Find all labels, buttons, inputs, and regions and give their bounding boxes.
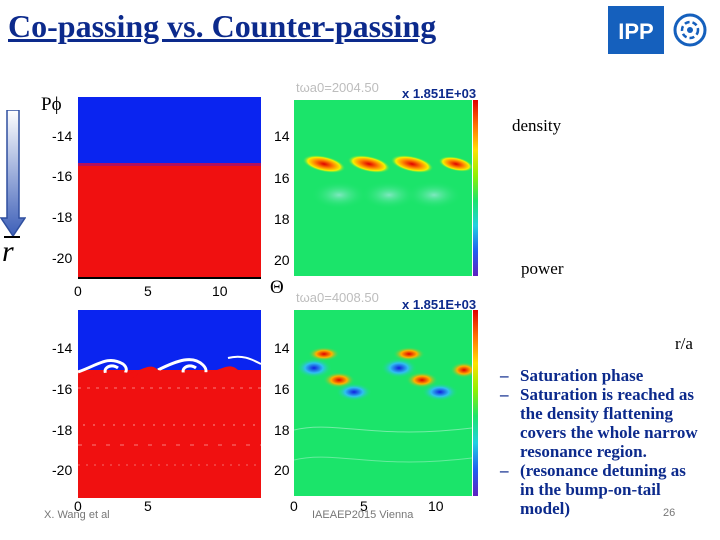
ipp-logo: IPP: [608, 6, 707, 54]
left-bottom-ytick: -14: [52, 340, 73, 356]
density-label: density: [512, 116, 562, 135]
right-bottom-ytick: 20: [274, 462, 290, 478]
scale-label-bottom: x 1.851E+03: [402, 297, 477, 312]
footer-author: X. Wang et al: [44, 509, 110, 521]
top-right-plot: [294, 100, 472, 276]
right-xtick: 5: [360, 498, 368, 514]
bullet-item: – (resonance detuning as in the bump-on-t…: [500, 461, 686, 518]
right-xtick: 0: [290, 498, 298, 514]
radial-arrow-icon: [0, 110, 26, 238]
left-top-ytick: -16: [52, 168, 73, 184]
p-phi-label: Pϕ: [41, 94, 62, 115]
left-xtick: 5: [144, 283, 152, 299]
left-top-ytick: -18: [52, 209, 73, 225]
left-top-ytick: -14: [52, 128, 73, 144]
colorbar-bottom: [473, 310, 478, 496]
right-top-ytick: 14: [274, 128, 290, 144]
bullet-list: – Saturation phase – Saturation is reached…: [498, 366, 718, 518]
right-bottom-ytick: 16: [274, 381, 290, 397]
bottom-left-plot: [78, 310, 261, 498]
left-bottom-ytick: -16: [52, 381, 73, 397]
colorbar-top: [473, 100, 478, 276]
r-vector-label: r: [2, 236, 22, 267]
right-xtick: 10: [428, 498, 444, 514]
right-top-ytick: 16: [274, 170, 290, 186]
power-label: power: [521, 259, 564, 278]
time-label-bottom: tωa0=4008.50: [296, 290, 379, 305]
footer-conference: IAEAEP2015 Vienna: [312, 509, 414, 521]
left-bottom-ytick: -18: [52, 422, 73, 438]
footer-page-number: 26: [663, 507, 676, 519]
right-top-ytick: 20: [274, 252, 290, 268]
left-top-ytick: -20: [52, 250, 73, 266]
top-left-plot: [78, 97, 261, 277]
right-bottom-ytick: 18: [274, 422, 290, 438]
left-xtick: 5: [144, 498, 152, 514]
left-xtick: 0: [74, 498, 82, 514]
bullet-item: – Saturation phase: [500, 366, 644, 385]
left-xtick: 10: [212, 283, 228, 299]
left-bottom-ytick: -20: [52, 462, 73, 478]
right-bottom-ytick: 14: [274, 340, 290, 356]
bottom-right-plot: [294, 310, 472, 496]
left-xtick: 0: [74, 283, 82, 299]
slide-title: Co-passing vs. Counter-passing: [8, 8, 437, 44]
bullet-item: – Saturation is reached as the density fl…: [500, 385, 698, 461]
scale-label-top: x 1.851E+03: [402, 86, 477, 101]
r-over-a-label: r/a: [675, 334, 693, 353]
time-label-top: tωa0=2004.50: [296, 80, 379, 95]
svg-text:IPP: IPP: [618, 19, 653, 44]
theta-label: Θ: [270, 277, 284, 298]
right-top-ytick: 18: [274, 211, 290, 227]
